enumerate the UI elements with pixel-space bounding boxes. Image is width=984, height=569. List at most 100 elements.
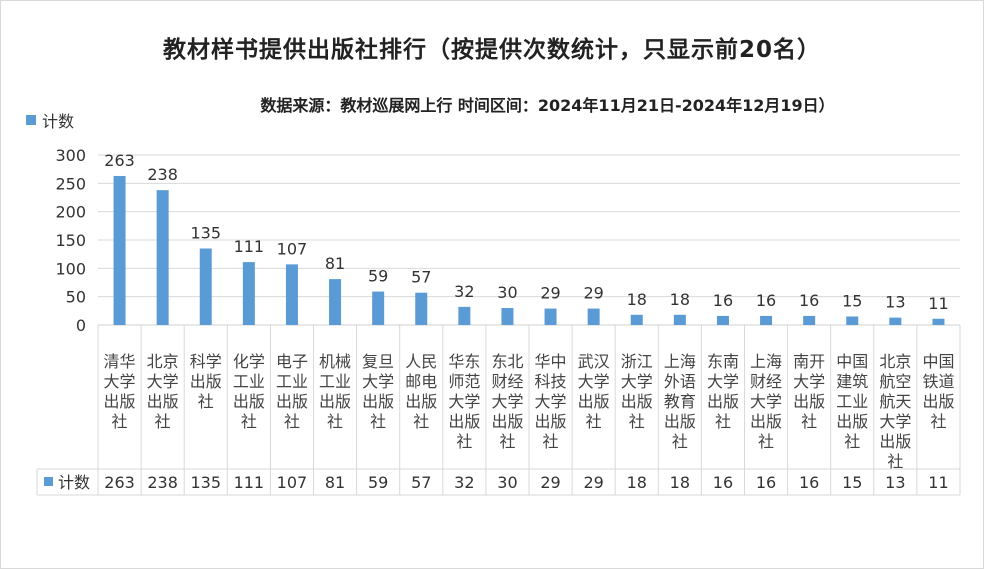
x-tick-label: 复旦大学出版社 — [362, 352, 394, 431]
x-tick-label: 上海外语教育出版社 — [664, 352, 696, 451]
x-tick-label: 上海财经大学出版社 — [750, 352, 782, 451]
x-tick-label: 浙江大学出版社 — [621, 352, 653, 431]
bar — [630, 314, 643, 325]
data-table: 263 238 135 111 107 81 59 57 32 30 29 29 18 18 16 16 16 1… — [36, 468, 960, 496]
data-label: 263 — [104, 151, 135, 170]
y-tick-label: 0 — [76, 316, 86, 335]
data-label: 238 — [147, 165, 178, 184]
data-label: 18 — [670, 290, 690, 309]
table-cell: 11 — [928, 473, 948, 492]
y-axis: 0 50 100 150 200 250 300 — [55, 146, 86, 335]
table-cell: 18 — [627, 473, 647, 492]
data-label: 57 — [411, 268, 431, 287]
bar — [458, 306, 471, 325]
x-tick-label: 清华大学出版社 — [104, 352, 136, 431]
bar — [199, 248, 212, 325]
x-tick-label: 科学出版社 — [190, 352, 222, 411]
legend-label: 计数 — [42, 112, 75, 131]
y-tick-label: 250 — [55, 174, 86, 193]
bar — [285, 264, 298, 325]
table-series-name: 计数 — [58, 473, 90, 492]
table-cell: 15 — [842, 473, 862, 492]
x-tick-label: 电子工业出版社 — [276, 352, 308, 431]
data-label: 16 — [799, 291, 819, 310]
legend: 计数 — [26, 108, 74, 132]
x-tick-label: 北京大学出版社 — [147, 352, 179, 431]
x-tick-label: 东南大学出版社 — [707, 352, 739, 431]
value-labels: 263 238 135 111 107 81 59 57 32 30 29 29 18 18 16 16 16 1… — [104, 151, 948, 313]
table-cell: 135 — [190, 473, 221, 492]
data-label: 18 — [627, 290, 647, 309]
bar — [760, 315, 773, 325]
legend-swatch — [26, 115, 36, 125]
data-label: 111 — [234, 237, 265, 256]
data-label: 30 — [497, 283, 517, 302]
gridlines — [97, 154, 961, 495]
table-cell: 81 — [325, 473, 345, 492]
data-label: 16 — [713, 291, 733, 310]
x-tick-label: 东北财经大学出版社 — [491, 352, 523, 451]
table-legend-swatch — [44, 477, 53, 486]
table-cell: 29 — [583, 473, 603, 492]
bar — [846, 316, 859, 325]
x-tick-label: 中国建筑工业出版社 — [836, 352, 868, 451]
data-label: 29 — [583, 284, 603, 303]
table-cell: 30 — [497, 473, 517, 492]
bar — [716, 315, 729, 325]
table-cell: 29 — [540, 473, 560, 492]
table-cell: 111 — [234, 473, 265, 492]
x-tick-label: 化学工业出版社 — [233, 352, 265, 431]
bar — [932, 318, 945, 325]
data-label: 16 — [756, 291, 776, 310]
table-cell: 16 — [713, 473, 733, 492]
chart-title: 教材样书提供出版社排行（按提供次数统计，只显示前20名） — [162, 37, 821, 63]
x-tick-label: 华东师范大学出版社 — [448, 352, 480, 451]
data-label: 15 — [842, 292, 862, 311]
data-label: 32 — [454, 282, 474, 301]
x-axis-categories: 清华大学出版社北京大学出版社科学出版社化学工业出版社电子工业出版社机械工业出版社… — [104, 352, 955, 471]
x-tick-label: 北京航空航天大学出版社 — [879, 352, 911, 471]
y-tick-label: 100 — [55, 259, 86, 278]
data-label: 29 — [540, 284, 560, 303]
data-label: 81 — [325, 254, 345, 273]
bar — [673, 314, 686, 325]
x-tick-label: 人民邮电出版社 — [405, 352, 437, 431]
bar — [242, 262, 255, 325]
bar — [372, 291, 385, 325]
data-label: 11 — [928, 294, 948, 313]
data-label: 135 — [190, 224, 221, 243]
table-cell: 263 — [104, 473, 135, 492]
table-cell: 57 — [411, 473, 431, 492]
x-tick-label: 南开大学出版社 — [793, 352, 825, 431]
table-cell: 18 — [670, 473, 690, 492]
bar — [889, 317, 902, 325]
table-cell: 32 — [454, 473, 474, 492]
bar — [415, 292, 428, 325]
table-cell: 16 — [756, 473, 776, 492]
x-tick-label: 武汉大学出版社 — [578, 352, 610, 431]
table-cell: 238 — [147, 473, 178, 492]
bars — [113, 175, 945, 325]
x-tick-label: 中国铁道出版社 — [922, 352, 954, 431]
data-label: 59 — [368, 267, 388, 286]
x-tick-label: 华中科技大学出版社 — [535, 352, 567, 451]
data-label: 13 — [885, 293, 905, 312]
bar — [587, 308, 600, 325]
chart-subtitle: 数据来源：教材巡展网上行 时间区间：2024年11月21日-2024年12月19… — [260, 96, 835, 115]
y-tick-label: 200 — [55, 203, 86, 222]
y-tick-label: 300 — [55, 146, 86, 165]
table-cell: 16 — [799, 473, 819, 492]
table-cell: 107 — [277, 473, 308, 492]
bar — [501, 308, 514, 325]
bar — [329, 279, 342, 325]
bar — [113, 175, 126, 325]
bar — [544, 308, 557, 325]
y-tick-label: 50 — [66, 288, 86, 307]
table-cell: 59 — [368, 473, 388, 492]
y-tick-label: 150 — [55, 231, 86, 250]
bar — [803, 315, 816, 325]
table-cell: 13 — [885, 473, 905, 492]
x-tick-label: 机械工业出版社 — [319, 352, 351, 431]
bar — [156, 190, 169, 325]
